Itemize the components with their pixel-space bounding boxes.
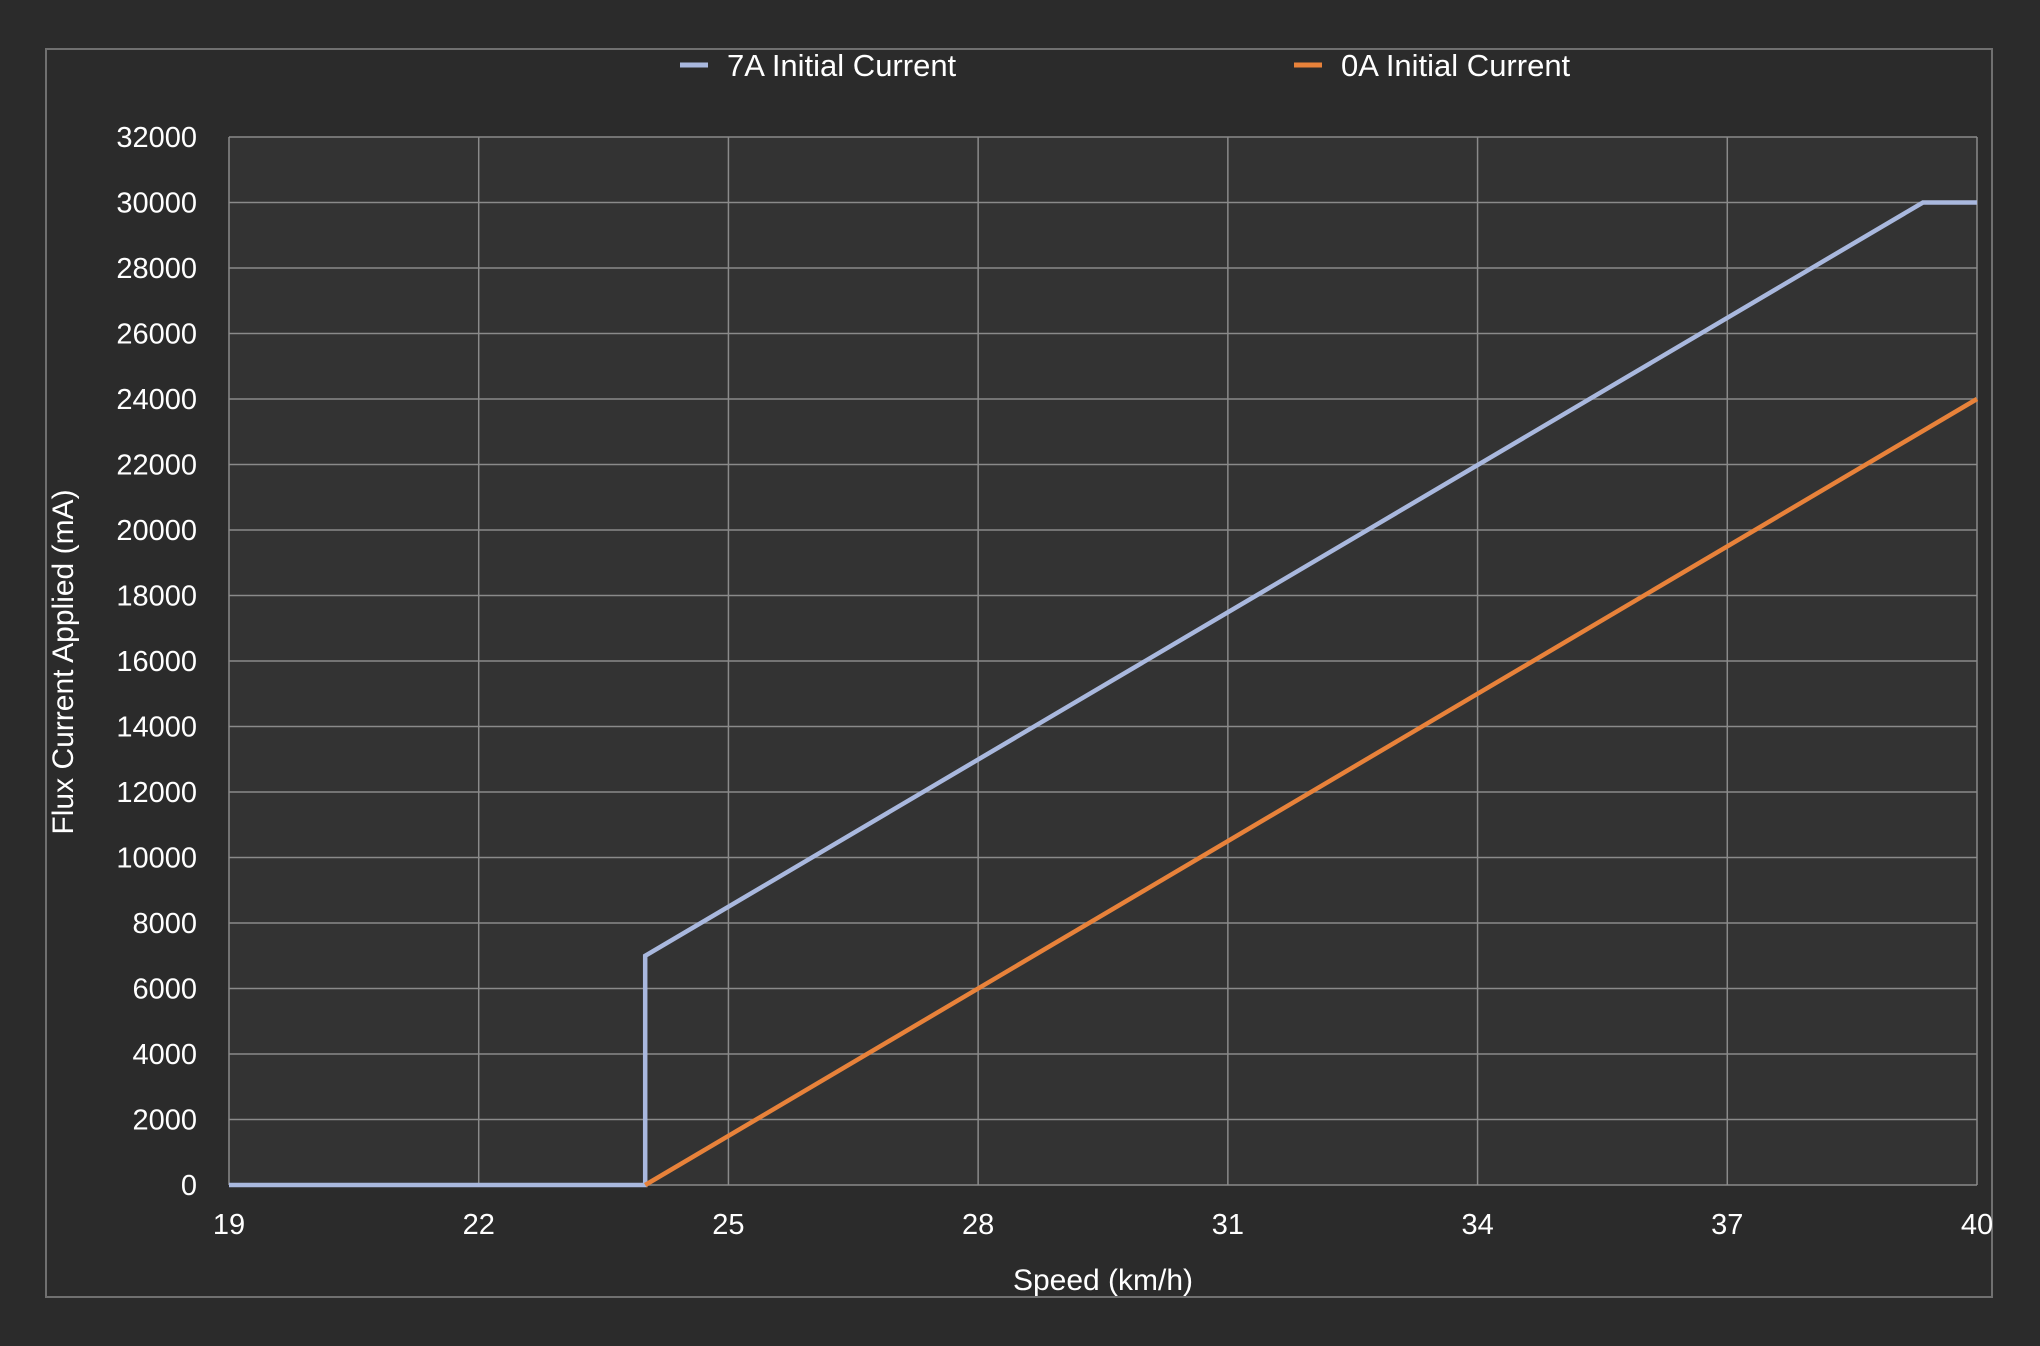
series-line-1 — [644, 397, 1979, 1187]
y-tick-label: 10000 — [116, 843, 197, 875]
y-tick-label: 2000 — [132, 1105, 197, 1137]
series-layer — [229, 200, 1979, 1188]
y-tick-label: 12000 — [116, 777, 197, 809]
y-axis-title: Flux Current Applied (mA) — [47, 489, 80, 834]
legend: 7A Initial Current 0A Initial Current — [680, 48, 1571, 83]
y-tick-label: 20000 — [116, 515, 197, 547]
legend-label-0: 7A Initial Current — [727, 48, 957, 83]
y-tick-label: 6000 — [132, 974, 197, 1006]
y-tick-label: 24000 — [116, 384, 197, 416]
y-axis: 0 2000 4000 6000 8000 10000 12000 14000 16000 180… — [116, 122, 197, 1202]
y-tick-label: 32000 — [116, 122, 197, 154]
x-tick-label: 28 — [962, 1209, 994, 1241]
y-tick-label: 14000 — [116, 712, 197, 744]
grid — [228, 136, 1978, 1186]
y-tick-label: 22000 — [116, 450, 197, 482]
y-tick-label: 28000 — [116, 253, 197, 285]
y-tick-label: 4000 — [132, 1039, 197, 1071]
x-tick-label: 22 — [463, 1209, 495, 1241]
y-tick-label: 0 — [181, 1170, 197, 1202]
x-tick-label: 37 — [1711, 1209, 1743, 1241]
y-tick-label: 30000 — [116, 188, 197, 220]
x-tick-label: 34 — [1461, 1209, 1493, 1241]
y-tick-label: 18000 — [116, 581, 197, 613]
x-tick-label: 19 — [213, 1209, 245, 1241]
series-line-0 — [229, 200, 1977, 1188]
y-tick-label: 16000 — [116, 646, 197, 678]
x-tick-label: 40 — [1961, 1209, 1993, 1241]
x-tick-label: 25 — [712, 1209, 744, 1241]
x-axis-title: Speed (km/h) — [1013, 1264, 1193, 1297]
x-tick-label: 31 — [1212, 1209, 1244, 1241]
y-tick-label: 26000 — [116, 319, 197, 351]
x-axis: 19 22 25 28 31 34 37 40 — [213, 1209, 1993, 1241]
chart-frame — [45, 48, 1993, 1298]
y-tick-label: 8000 — [132, 908, 197, 940]
legend-label-1: 0A Initial Current — [1341, 48, 1571, 83]
